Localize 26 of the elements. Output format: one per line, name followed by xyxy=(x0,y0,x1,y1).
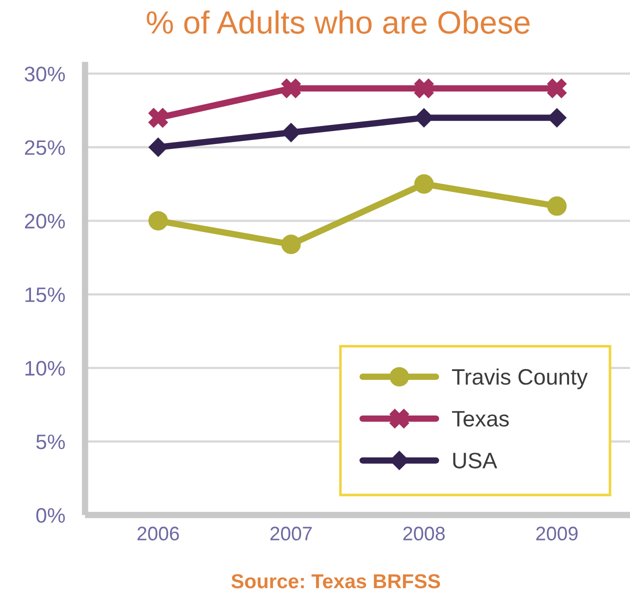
legend-label: USA xyxy=(453,452,498,468)
y-tick-label: 0% xyxy=(36,508,65,523)
y-tick-label: 25% xyxy=(24,140,65,155)
point xyxy=(414,78,434,98)
y-tick-label: 5% xyxy=(36,434,65,450)
chart-title: % of Adults who are Obese xyxy=(146,10,530,34)
x-tick-label: 2006 xyxy=(138,526,179,540)
point xyxy=(414,174,434,194)
legend-label: Travis County xyxy=(452,368,588,390)
point xyxy=(281,234,301,254)
point xyxy=(148,211,168,231)
point xyxy=(148,108,168,128)
point xyxy=(547,78,567,98)
y-tick-label: 20% xyxy=(24,214,65,229)
point xyxy=(282,122,301,142)
y-tick-label: 15% xyxy=(26,287,65,302)
y-tick-label: 10% xyxy=(26,360,65,376)
x-tick-label: 2008 xyxy=(403,526,445,540)
y-tick-label: 30% xyxy=(24,66,65,82)
source-note: Source: Texas BRFSS xyxy=(231,574,440,588)
x-tick-label: 2007 xyxy=(270,526,312,540)
legend-label: Texas xyxy=(452,411,509,427)
point xyxy=(148,138,168,157)
point xyxy=(281,78,301,98)
point xyxy=(547,196,567,216)
x-tick-label: 2009 xyxy=(536,526,578,540)
